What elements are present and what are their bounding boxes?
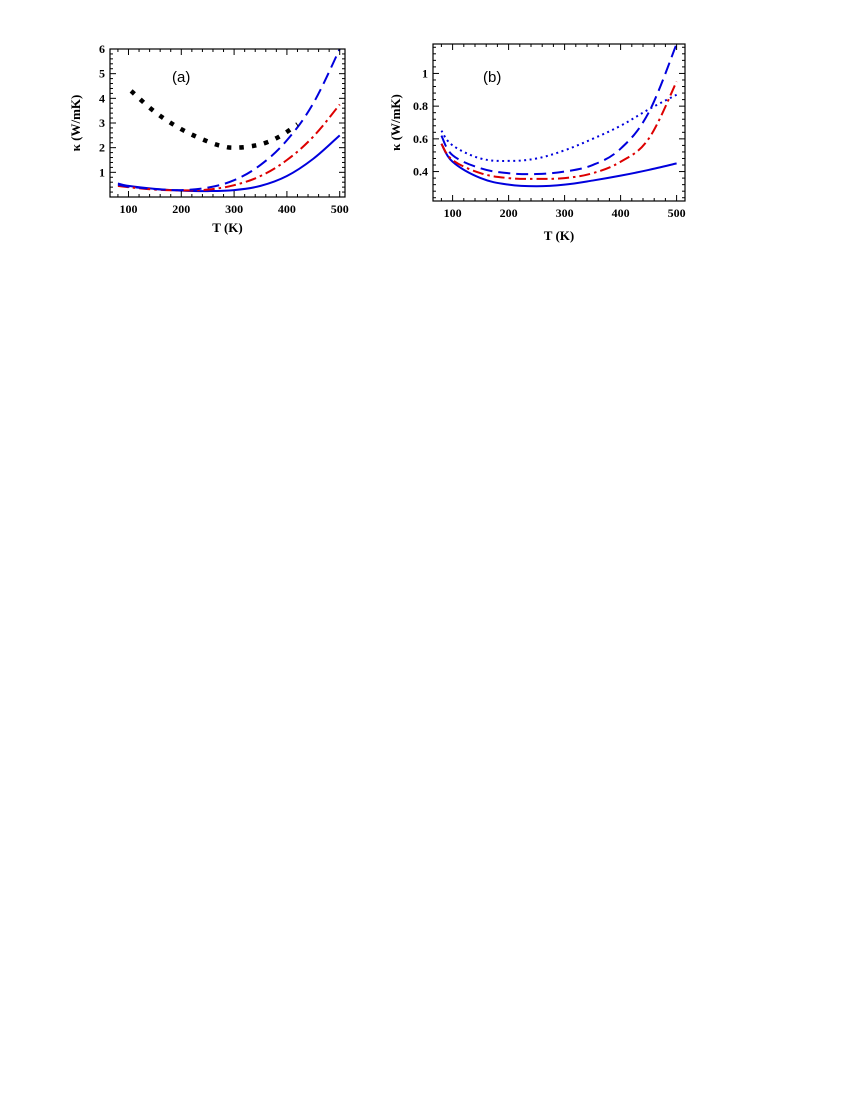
- panel-label: (b): [483, 69, 501, 86]
- series-line-solid: [440, 143, 677, 188]
- x-tick-label: 100: [444, 206, 462, 220]
- panel-b: 100 200 300 400 500 0.4 0.6 0.8 1 T (K) κ (W/mK) (b…: [388, 43, 686, 243]
- x-tick-label: 400: [612, 206, 630, 220]
- y-axis-label: κ (W/mK): [388, 94, 403, 151]
- plot-frame: [432, 43, 686, 202]
- y-tick-label: 0.4: [413, 165, 428, 179]
- x-tick-label: 400: [278, 202, 296, 216]
- y-axis-label: κ (W/mK): [68, 95, 83, 152]
- x-tick-label: 500: [331, 202, 349, 216]
- panel-label: (a): [172, 69, 190, 86]
- x-tick-label: 300: [556, 206, 574, 220]
- y-tick-label: 1: [99, 165, 105, 179]
- x-tick-label: 100: [119, 202, 137, 216]
- series-line-dashdot: [440, 81, 678, 180]
- y-tick-label: 2: [99, 141, 105, 155]
- series-line-dotted: [440, 93, 678, 162]
- x-axis-label: T (K): [212, 220, 242, 235]
- x-tick-label: 300: [225, 202, 243, 216]
- y-tick-label: 4: [99, 91, 105, 105]
- y-tick-label: 0.6: [413, 132, 428, 146]
- y-tick-label: 0.8: [413, 99, 428, 113]
- series-group: [440, 44, 678, 188]
- plot-frame: [109, 48, 346, 198]
- x-tick-label: 500: [668, 206, 686, 220]
- x-tick-label: 200: [172, 202, 190, 216]
- series-line-dotted: [129, 89, 299, 150]
- y-tick-label: 1: [422, 66, 428, 80]
- y-tick-label: 3: [99, 116, 105, 130]
- series-group: [117, 49, 341, 193]
- x-tick-label: 200: [500, 206, 518, 220]
- series-line-dashed: [117, 49, 341, 192]
- x-axis-label: T (K): [544, 228, 574, 243]
- panel-a: 100 200 300 400 500 1 2 3 4 5 6 T (K) κ (W/mK) (a): [68, 42, 349, 235]
- series-line-dashed: [440, 44, 678, 176]
- y-tick-label: 5: [99, 67, 105, 81]
- y-tick-label: 6: [99, 42, 105, 56]
